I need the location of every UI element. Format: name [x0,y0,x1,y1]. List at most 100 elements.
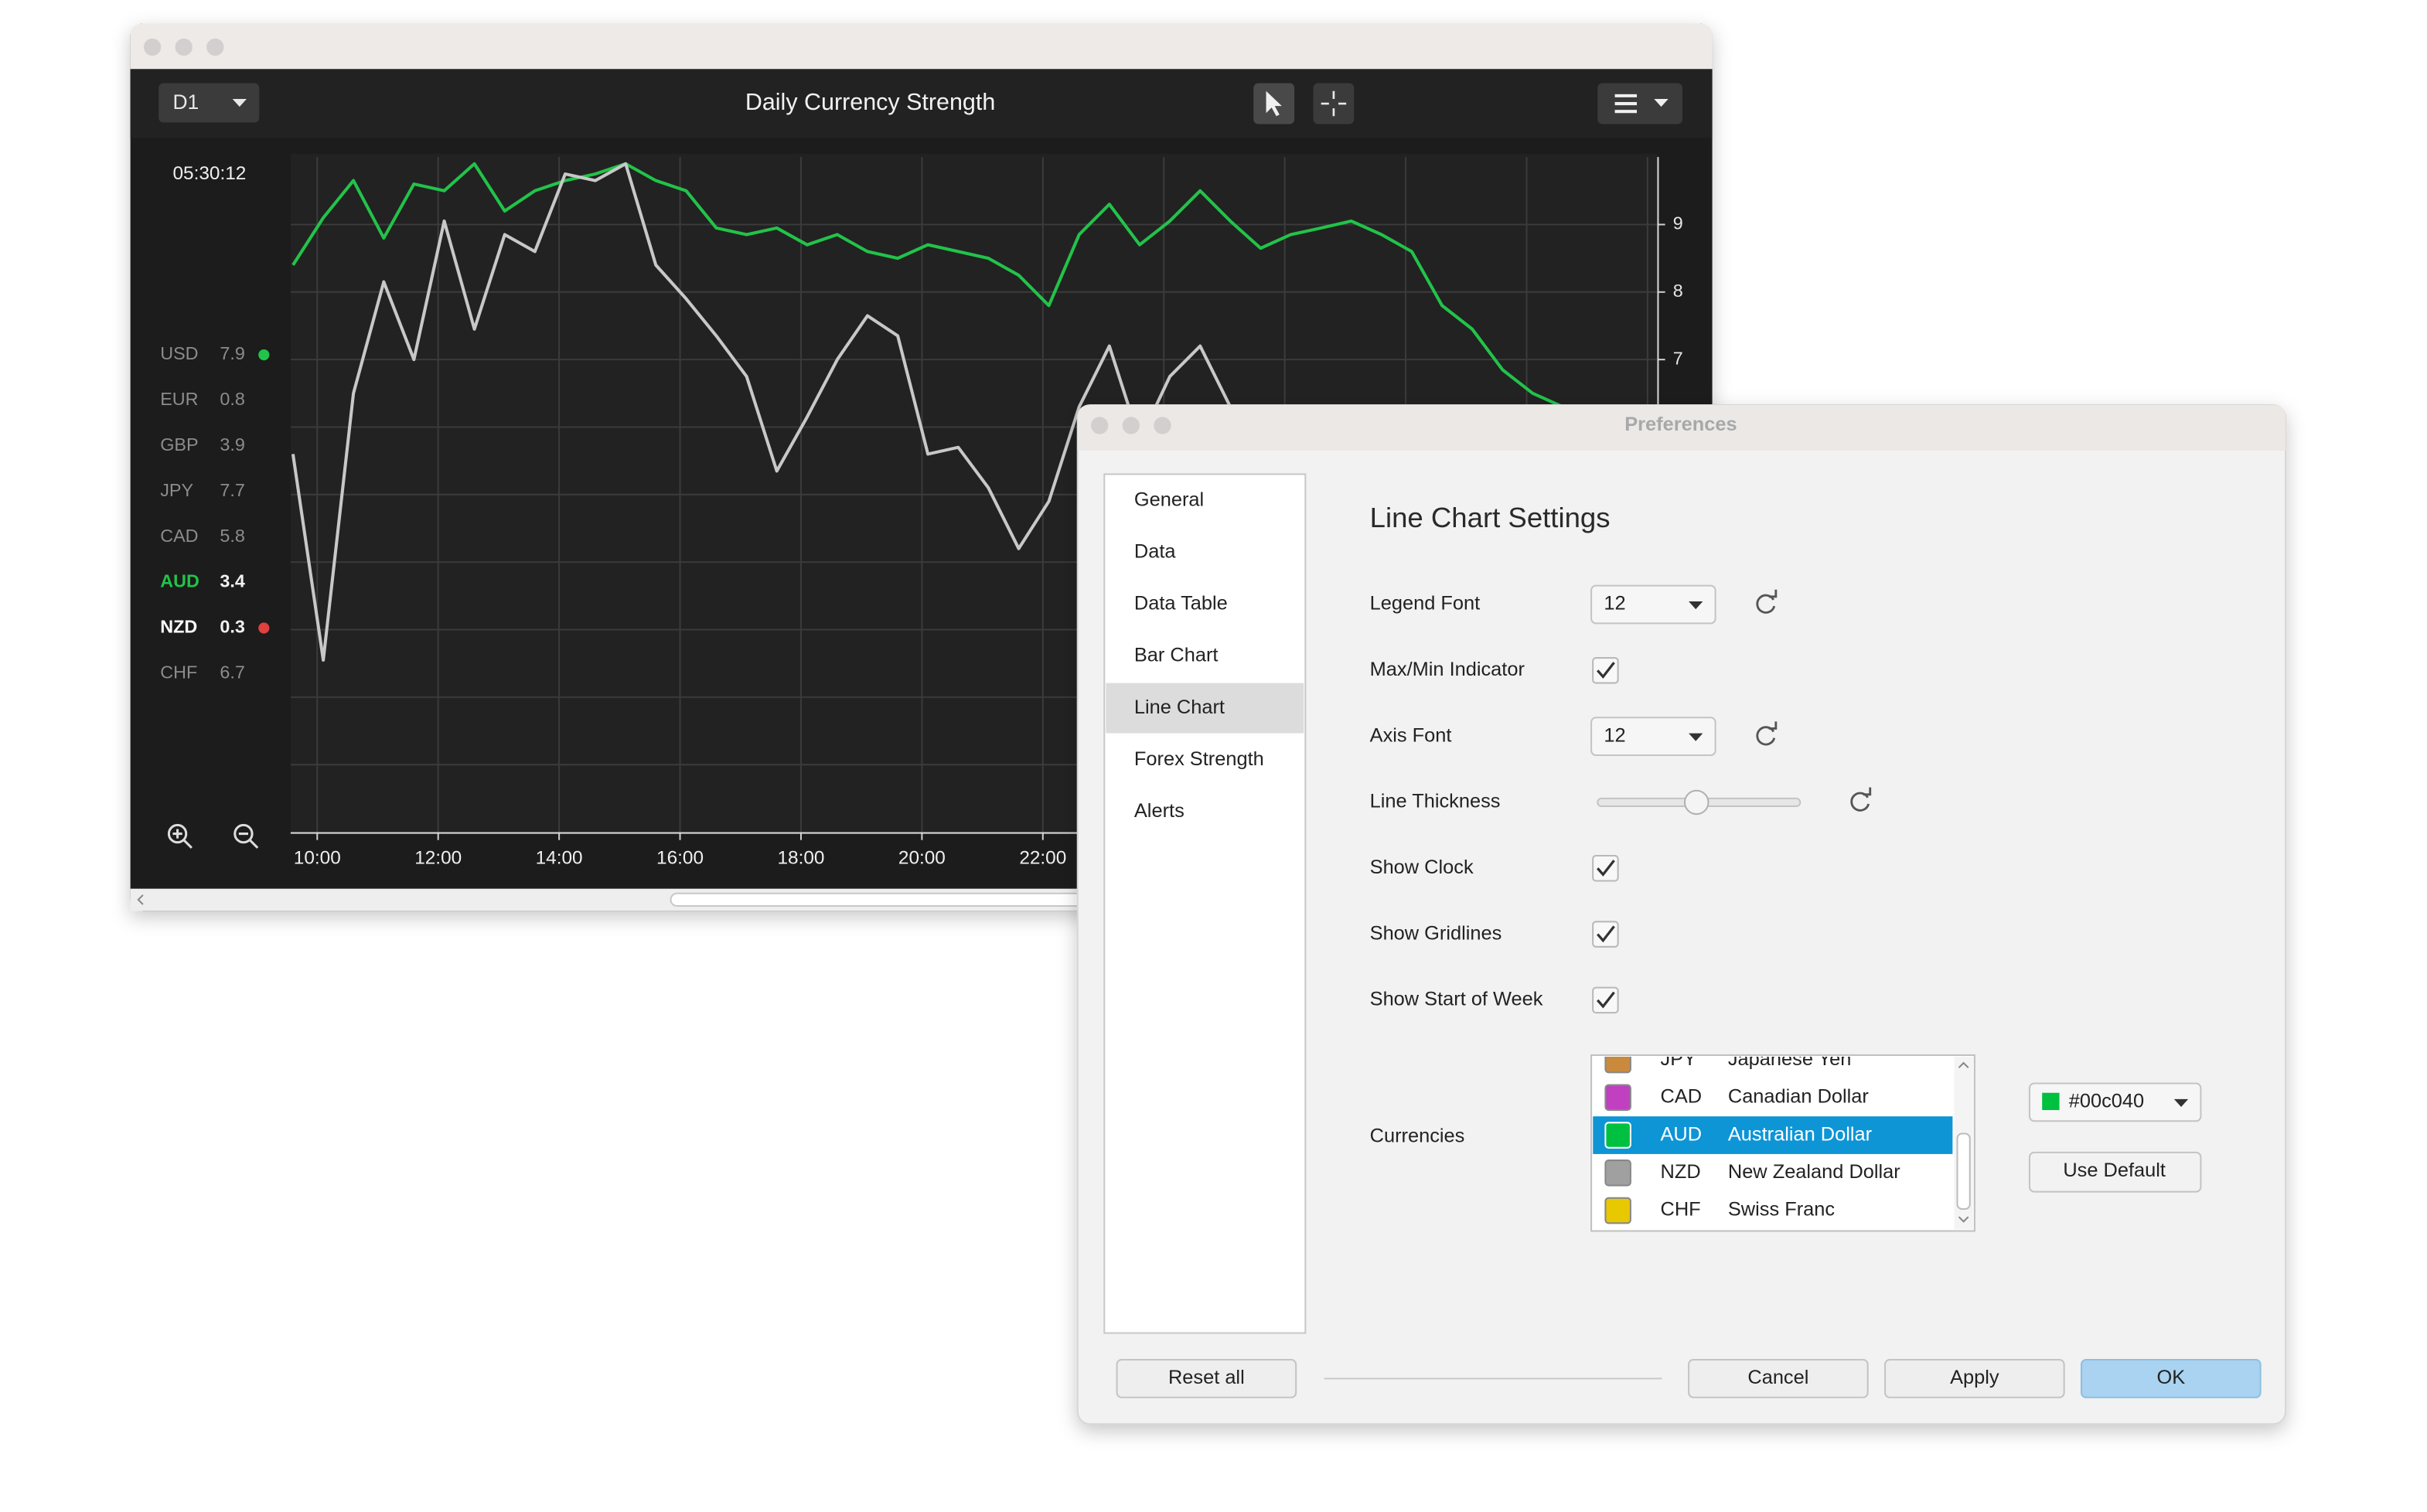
scroll-arrows [1958,1061,1969,1223]
zoom-in[interactable] [167,823,188,844]
list-scroll-thumb[interactable] [1956,1132,1971,1211]
window-control[interactable] [206,38,224,56]
combo-arrow [1689,601,1703,610]
legend-code[interactable]: JPY [160,480,193,500]
setting-label: Legend Font [1370,593,1481,615]
apply-button[interactable] [1884,1359,2065,1398]
legend-code[interactable]: AUD [160,571,199,591]
series-layer [291,162,1564,662]
checkbox[interactable] [1592,986,1619,1014]
y-tick-label: 9 [1673,213,1683,233]
currency-code[interactable]: AUD [1661,1123,1703,1145]
check-mark [1597,991,1615,1009]
extreme-indicator [258,349,270,361]
window-control[interactable] [143,38,162,56]
timeframe-dropdown[interactable] [159,83,260,123]
checkbox[interactable] [1592,657,1619,684]
nav-item[interactable]: Data Table [1134,593,1228,615]
legend-code[interactable]: CAD [160,526,198,546]
x-tick-label: 14:00 [536,848,583,869]
button-label: Use Default [2063,1160,2166,1181]
legend-code[interactable]: EUR [160,389,198,409]
crosshair-tool[interactable] [1313,83,1355,124]
combo-arrow [1689,733,1703,741]
button-label: Apply [1950,1367,1999,1388]
nav-item[interactable]: Alerts [1134,800,1185,822]
scroll-thumb[interactable] [670,892,1144,908]
setting-label: Show Start of Week [1370,989,1543,1010]
window-control[interactable] [1154,417,1171,434]
currency-name[interactable]: Japanese Yen [1728,1048,1851,1070]
slider-thumb[interactable] [1683,789,1709,816]
font-size-combo[interactable] [1590,584,1716,625]
menu-icon [1614,94,1638,114]
cancel-button[interactable] [1688,1359,1869,1398]
legend-value: 3.4 [220,571,244,591]
combo-value: 12 [1604,724,1625,746]
color-value: #00c040 [2069,1091,2144,1112]
row-selection [1593,1116,1953,1154]
currency-name[interactable]: New Zealand Dollar [1728,1161,1900,1183]
setting-label: Axis Font [1370,724,1452,746]
currency-code[interactable]: NZD [1661,1161,1701,1183]
x-tick-label: 22:00 [1019,848,1066,869]
currency-swatch[interactable] [1604,1084,1631,1112]
window-control[interactable] [1122,417,1140,434]
color-preview [2042,1092,2060,1111]
reset-icon[interactable] [1756,726,1776,746]
legend-value: 7.9 [220,343,244,363]
currency-code[interactable]: CHF [1661,1199,1701,1221]
legend-code[interactable]: NZD [160,617,197,637]
extreme-indicator [258,622,270,634]
legend-code[interactable]: USD [160,343,198,363]
reset-arrow [1863,787,1872,796]
font-size-combo[interactable] [1590,717,1716,757]
button-label: OK [2156,1367,2185,1388]
zoom-out[interactable] [233,823,254,844]
reset-icon[interactable] [1850,792,1870,812]
setting-label: Currencies [1370,1125,1465,1146]
legend-value: 0.8 [220,389,244,409]
use-default-button[interactable] [2028,1151,2202,1193]
menu-button[interactable] [1597,83,1682,124]
reset-button[interactable] [1116,1359,1297,1398]
currency-code[interactable]: CAD [1661,1086,1703,1108]
currency-swatch[interactable] [1604,1197,1631,1224]
nav-item[interactable]: Line Chart [1134,696,1225,718]
window-control[interactable] [175,38,193,56]
x-tick-label: 18:00 [777,848,824,869]
dialog-title-bar [1077,405,2286,451]
series-line [291,162,1292,662]
currency-name[interactable]: Canadian Dollar [1728,1086,1870,1108]
currency-name[interactable]: Australian Dollar [1728,1123,1873,1145]
reset-icon[interactable] [1756,594,1776,614]
currency-code[interactable]: JPY [1661,1048,1697,1070]
checkbox[interactable] [1592,921,1619,948]
nav-item[interactable]: Data [1134,541,1176,563]
legend-code[interactable]: GBP [160,434,198,455]
nav-selection [1106,683,1304,734]
nav-item[interactable]: Bar Chart [1134,645,1219,666]
clock: 05:30:12 [172,163,246,184]
combo-arrow [2173,1098,2189,1107]
zoom-glyph [238,833,259,849]
reset-arrow [1768,589,1778,598]
color-picker[interactable] [2028,1082,2202,1122]
nav-item[interactable]: Forex Strength [1134,748,1264,770]
check-mark [1597,925,1615,943]
ok-button[interactable] [2080,1359,2262,1398]
legend-code[interactable]: CHF [160,662,197,683]
currency-name[interactable]: Swiss Franc [1728,1199,1836,1221]
zoom-glyph [172,829,193,849]
scroll-left[interactable] [137,894,144,905]
currency-swatch[interactable] [1604,1160,1631,1187]
window-control[interactable] [1091,417,1109,434]
checkbox[interactable] [1592,854,1619,882]
currency-swatch[interactable] [1604,1047,1631,1074]
combo-value: 12 [1604,593,1625,615]
currency-swatch[interactable] [1604,1122,1631,1149]
nav-item[interactable]: General [1134,489,1204,511]
currency-rows: JPY Japanese Yen CAD Canadian Dollar AUD Aust… [1593,1047,1953,1224]
